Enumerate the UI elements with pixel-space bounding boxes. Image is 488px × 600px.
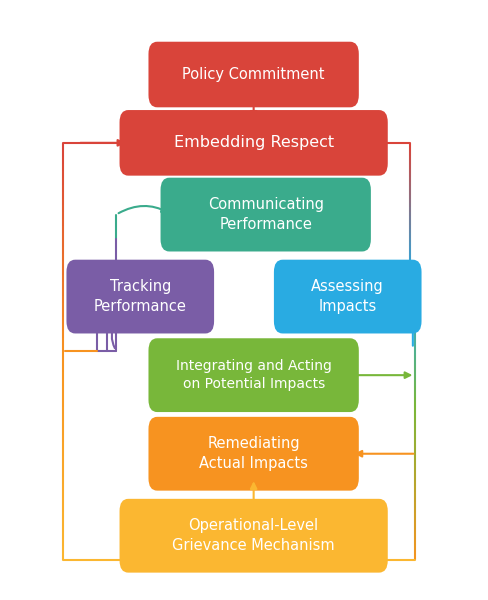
FancyBboxPatch shape <box>120 110 388 176</box>
Text: Integrating and Acting
on Potential Impacts: Integrating and Acting on Potential Impa… <box>176 359 331 391</box>
FancyBboxPatch shape <box>148 417 359 491</box>
FancyBboxPatch shape <box>120 499 388 572</box>
FancyBboxPatch shape <box>66 260 214 334</box>
FancyBboxPatch shape <box>274 260 422 334</box>
FancyBboxPatch shape <box>161 178 371 251</box>
Text: Operational-Level
Grievance Mechanism: Operational-Level Grievance Mechanism <box>172 518 335 553</box>
Text: Assessing
Impacts: Assessing Impacts <box>311 279 384 314</box>
Text: Policy Commitment: Policy Commitment <box>183 67 325 82</box>
Text: Tracking
Performance: Tracking Performance <box>94 279 187 314</box>
Text: Embedding Respect: Embedding Respect <box>174 136 334 151</box>
FancyBboxPatch shape <box>148 338 359 412</box>
FancyBboxPatch shape <box>148 42 359 107</box>
Text: Communicating
Performance: Communicating Performance <box>208 197 324 232</box>
Text: Remediating
Actual Impacts: Remediating Actual Impacts <box>199 436 308 471</box>
